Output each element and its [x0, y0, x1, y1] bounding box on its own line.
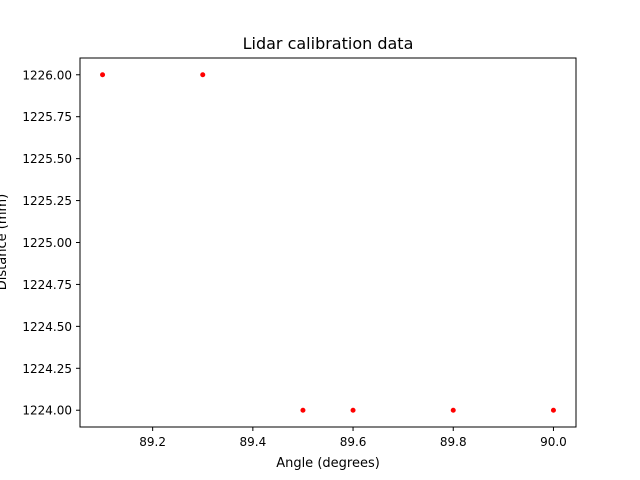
plot-area: 89.2 89.4 89.6 89.8 90.0 1224.00 1224.25 1224.5… — [22, 57, 577, 449]
x-axis-label: Angle (degrees) — [276, 456, 380, 471]
chart-title: Lidar calibration data — [243, 34, 414, 53]
x-tick-label: 89.4 — [239, 435, 266, 449]
y-tick-label: 1225.75 — [22, 110, 72, 124]
x-tick-label: 89.2 — [139, 435, 166, 449]
y-tick-label: 1224.50 — [22, 320, 72, 334]
x-tick-label: 90.0 — [540, 435, 567, 449]
data-point — [300, 407, 306, 413]
data-point — [350, 407, 356, 413]
y-tick-label: 1225.25 — [22, 194, 72, 208]
y-tick-label: 1225.00 — [22, 236, 72, 250]
y-tick-label: 1226.00 — [22, 68, 72, 82]
y-tick-label: 1224.75 — [22, 278, 72, 292]
y-tick-label: 1225.50 — [22, 152, 72, 166]
data-point — [550, 407, 556, 413]
x-tick-label: 89.6 — [340, 435, 367, 449]
data-point — [450, 407, 456, 413]
data-point — [200, 72, 206, 78]
y-tick-label: 1224.25 — [22, 362, 72, 376]
data-point — [100, 72, 106, 78]
y-tick-label: 1224.00 — [22, 404, 72, 418]
x-tick-label: 89.8 — [440, 435, 467, 449]
y-axis-label: Distance (mm) — [0, 194, 10, 290]
